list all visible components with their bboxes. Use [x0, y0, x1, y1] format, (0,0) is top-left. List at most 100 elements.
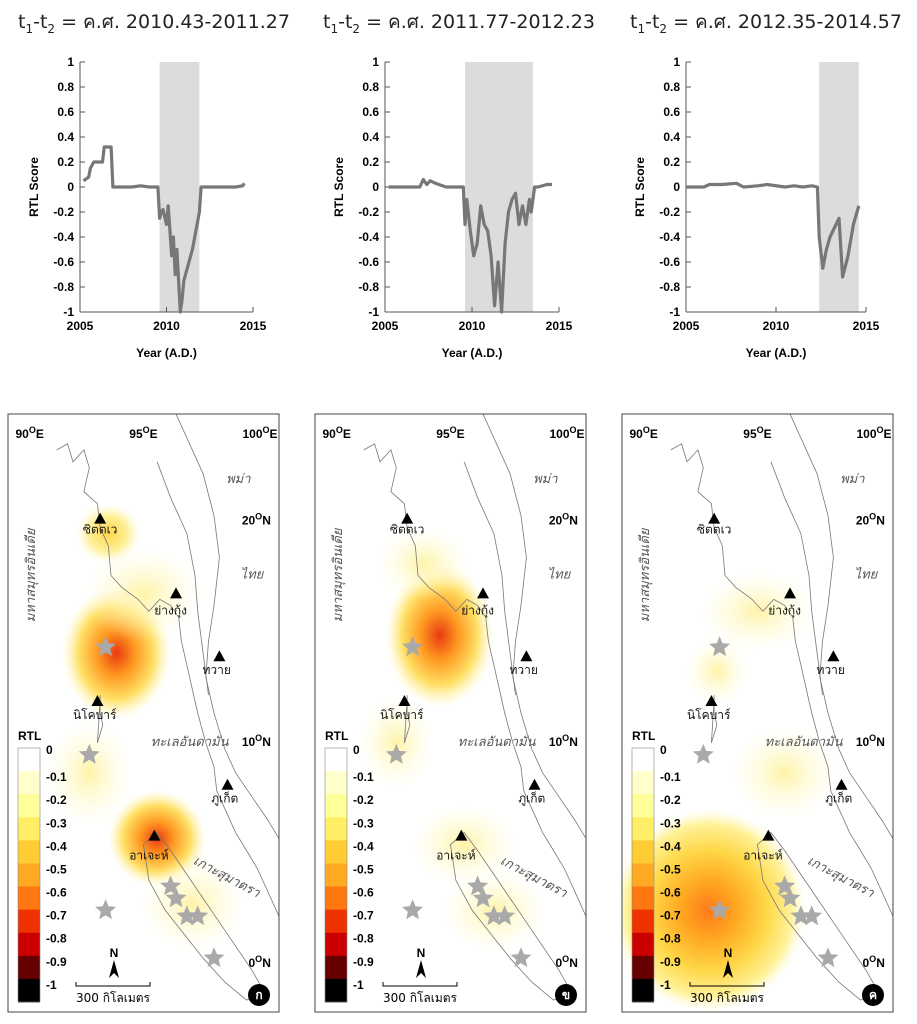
colorbar-tick-label: -0.9 [660, 955, 681, 969]
place-label: นิโคบาร์ [73, 708, 117, 722]
rtl-anomaly-zone [730, 724, 839, 821]
place-label: ซิตตเว [697, 523, 732, 537]
station-triangle [221, 778, 234, 790]
x-tick-label: 2015 [240, 319, 267, 333]
panel-badge [555, 984, 577, 1006]
rtl-anomaly-zone [83, 545, 204, 642]
title-subscript: 1 [637, 22, 645, 36]
panel-badge [248, 984, 270, 1006]
lon-label: 95OE [129, 425, 157, 441]
y-tick-label: 0.6 [362, 105, 379, 119]
colorbar-tick-label: -0.8 [353, 932, 374, 946]
colorbar-tick-label: -0.5 [660, 862, 681, 876]
colorbar-label: RTL [325, 729, 348, 743]
colorbar-tick-label: 0 [46, 743, 53, 757]
title-subscript: 1 [330, 22, 338, 36]
y-tick-label: 0.8 [362, 80, 379, 94]
lat-label: 20ON [549, 512, 578, 528]
rtl-series-line [388, 177, 552, 314]
x-tick-label: 2005 [67, 319, 94, 333]
panel-badge-label: ข [562, 988, 570, 1002]
y-tick-label: 1 [372, 55, 379, 69]
y-tick-label: -0.2 [53, 205, 74, 219]
title-text: = ค.ศ. 2011.77-2012.23 [360, 11, 595, 33]
colorbar-tick-label: -0.8 [660, 932, 681, 946]
north-label: N [110, 946, 119, 960]
chart-title-1: t1-t2 = ค.ศ. 2010.43-2011.27 [18, 11, 290, 36]
colorbar-segment [632, 817, 654, 841]
station-triangle [477, 587, 490, 599]
region-label-indian-ocean: มหาสมุทรอินเดีย [23, 527, 39, 622]
scale-bar-label: 300 กิโลเมตร [690, 991, 765, 1005]
north-arrow-icon [109, 960, 119, 978]
colorbar-tick-label: -0.5 [46, 862, 67, 876]
lon-label: 90OE [15, 425, 43, 441]
y-tick-label: -0.4 [659, 230, 680, 244]
colorbar-segment [18, 978, 40, 1003]
region-label-thailand: ไทย [241, 566, 265, 582]
epicenter-star [176, 905, 198, 926]
colorbar-segment [18, 932, 40, 957]
lat-label: 0ON [248, 954, 270, 970]
y-tick-label: -1 [368, 305, 379, 319]
x-tick-label: 2010 [153, 319, 180, 333]
rtl-series-line [686, 181, 861, 279]
lat-label: 10ON [549, 733, 578, 749]
y-tick-label: 0.2 [362, 155, 379, 169]
colorbar-tick-label: -0.3 [46, 816, 67, 830]
map-frame [314, 413, 587, 1013]
scale-bar-label: 300 กิโลเมตร [383, 991, 458, 1005]
colorbar-segment [632, 771, 654, 795]
colorbar-tick-label: -0.4 [46, 839, 67, 853]
scale-bar [75, 982, 151, 987]
epicenter-star [402, 899, 423, 920]
station-triangle [708, 512, 721, 524]
region-label-myanmar: พม่า [840, 472, 865, 487]
title-text: -t [338, 11, 352, 33]
y-tick-label: -0.8 [659, 280, 680, 294]
y-tick-label: -0.6 [358, 255, 379, 269]
sumatra-outline [757, 832, 881, 1001]
colorbar-frame [324, 747, 348, 1003]
epicenter-star [779, 887, 801, 908]
y-tick-label: 0 [67, 180, 74, 194]
colorbar-tick-label: -0.6 [660, 886, 681, 900]
colorbar-segment [18, 863, 40, 888]
station-triangle [520, 650, 533, 662]
colorbar-tick-label: -0.5 [353, 862, 374, 876]
place-label: อาเจะห์ [436, 849, 476, 863]
lat-label: 10ON [242, 733, 271, 749]
colorbar-tick-label: -0.2 [46, 793, 67, 807]
title-subscript: 2 [659, 22, 667, 36]
title-text: -t [33, 11, 47, 33]
station-triangle [91, 695, 104, 707]
shaded-interval [819, 62, 859, 312]
scale-bar [689, 982, 765, 987]
y-tick-label: -0.8 [53, 280, 74, 294]
y-tick-label: 0.4 [663, 130, 680, 144]
region-label-myanmar: พม่า [533, 472, 558, 487]
region-label-andaman-sea: ทะเลอันดามัน [765, 735, 844, 750]
y-tick-label: -0.8 [358, 280, 379, 294]
title-text: -t [645, 11, 659, 33]
coastline [56, 443, 279, 917]
x-tick-label: 2005 [372, 319, 399, 333]
colorbar-segment [325, 932, 347, 957]
colorbar-segment [18, 886, 40, 911]
sumatra-outline [143, 832, 266, 1001]
y-tick-label: -1 [63, 305, 74, 319]
title-subscript: 2 [47, 22, 55, 36]
y-tick-label: 0.2 [57, 155, 74, 169]
x-tick-label: 2010 [459, 319, 486, 333]
coastline [175, 414, 279, 839]
lon-label: 95OE [436, 425, 464, 441]
colorbar-segment [325, 955, 347, 980]
rtl-series-line [82, 145, 246, 314]
colorbar-segment [18, 771, 40, 795]
rtl-anomaly-zone [358, 695, 435, 791]
lon-label: 100OE [549, 425, 584, 441]
colorbar-tick-label: -0.2 [660, 793, 681, 807]
